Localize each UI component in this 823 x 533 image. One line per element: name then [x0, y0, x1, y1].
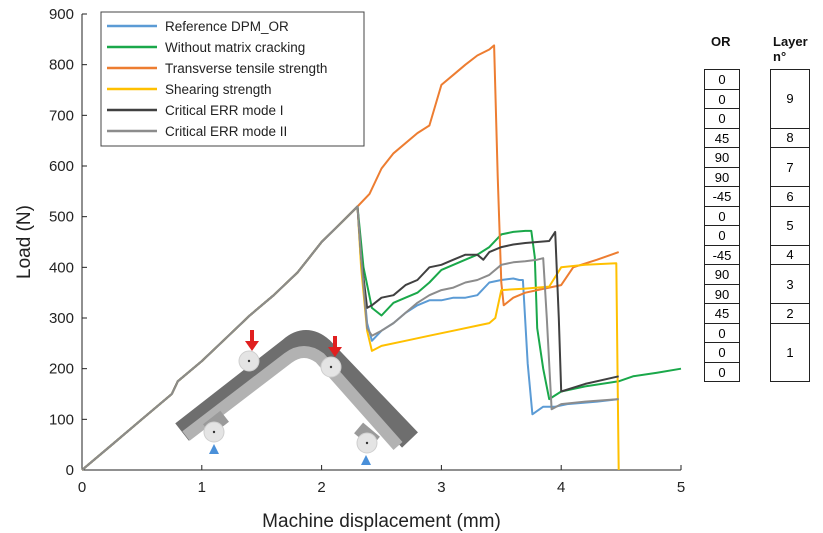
legend-label: Reference DPM_OR: [165, 19, 289, 34]
or-cell: 0: [704, 342, 740, 363]
roller-support-right: [354, 422, 380, 454]
legend-label: Without matrix cracking: [165, 40, 305, 55]
roller-load-right: [320, 356, 342, 378]
x-tick-label: 0: [78, 479, 86, 496]
series-line-6: [81, 205, 619, 471]
y-axis-label: Load (N): [14, 205, 35, 279]
y-tick-label: 500: [49, 209, 74, 226]
or-cell: 0: [704, 322, 740, 343]
layer-cell: 1: [770, 322, 810, 382]
or-cell: 90: [704, 147, 740, 168]
specimen-illustration: [175, 330, 418, 465]
roller-support-left: [203, 410, 229, 443]
y-tick-label: 800: [49, 57, 74, 74]
y-tick-label: 400: [49, 259, 74, 276]
y-tick-label: 600: [49, 158, 74, 175]
y-tick-label: 700: [49, 107, 74, 124]
layer-cell: 8: [770, 127, 810, 148]
legend-label: Transverse tensile strength: [165, 61, 327, 76]
legend-label: Critical ERR mode II: [165, 124, 287, 139]
layer-cell: 7: [770, 147, 810, 187]
or-cell: 0: [704, 205, 740, 226]
or-cell: 90: [704, 264, 740, 285]
or-header: OR: [711, 34, 731, 49]
y-tick-label: 900: [49, 6, 74, 23]
x-tick-label: 2: [317, 479, 325, 496]
layer-cell: 2: [770, 303, 810, 324]
specimen-outer-ply: [175, 330, 418, 448]
or-cell: 90: [704, 283, 740, 304]
layer-cell: 9: [770, 69, 810, 129]
or-cell: 90: [704, 166, 740, 187]
x-tick-label: 4: [557, 479, 565, 496]
y-tick-label: 100: [49, 411, 74, 428]
or-cell: 45: [704, 303, 740, 324]
layer-cell: 6: [770, 186, 810, 207]
y-tick-label: 200: [49, 361, 74, 378]
load-arrow-icon: [328, 336, 342, 357]
layer-header: Layer n°: [773, 34, 808, 64]
or-cell: 0: [704, 108, 740, 129]
legend-label: Critical ERR mode I: [165, 103, 284, 118]
x-tick-label: 5: [677, 479, 685, 496]
legend-label: Shearing strength: [165, 82, 272, 97]
chart-axes: 0 1 2 3 4 5 0 100 200 300 400 500 600 700 800 900 Machin…: [14, 6, 685, 532]
y-tick-label: 0: [66, 462, 74, 479]
chart-series: [81, 44, 682, 471]
support-triangle-icon: [361, 455, 371, 465]
layer-cell: 5: [770, 205, 810, 246]
legend-box: [100, 11, 365, 147]
or-cell: 0: [704, 225, 740, 246]
or-cell: 0: [704, 88, 740, 109]
x-tick-label: 3: [437, 479, 445, 496]
specimen-inner-ply: [182, 346, 403, 450]
y-tick-label: 300: [49, 310, 74, 327]
x-tick-label: 1: [198, 479, 206, 496]
or-cell: -45: [704, 186, 740, 207]
or-cell: 45: [704, 127, 740, 148]
support-triangle-icon: [209, 444, 219, 454]
x-axis-label: Machine displacement (mm): [262, 511, 501, 532]
or-cell: 0: [704, 69, 740, 90]
layer-cell: 3: [770, 264, 810, 304]
chart-legend: Reference DPM_OR Without matrix cracking T…: [100, 11, 365, 147]
layer-cell: 4: [770, 244, 810, 265]
or-cell: -45: [704, 244, 740, 265]
roller-load-left: [238, 350, 260, 372]
or-cell: 0: [704, 361, 740, 382]
load-arrow-icon: [245, 330, 259, 351]
